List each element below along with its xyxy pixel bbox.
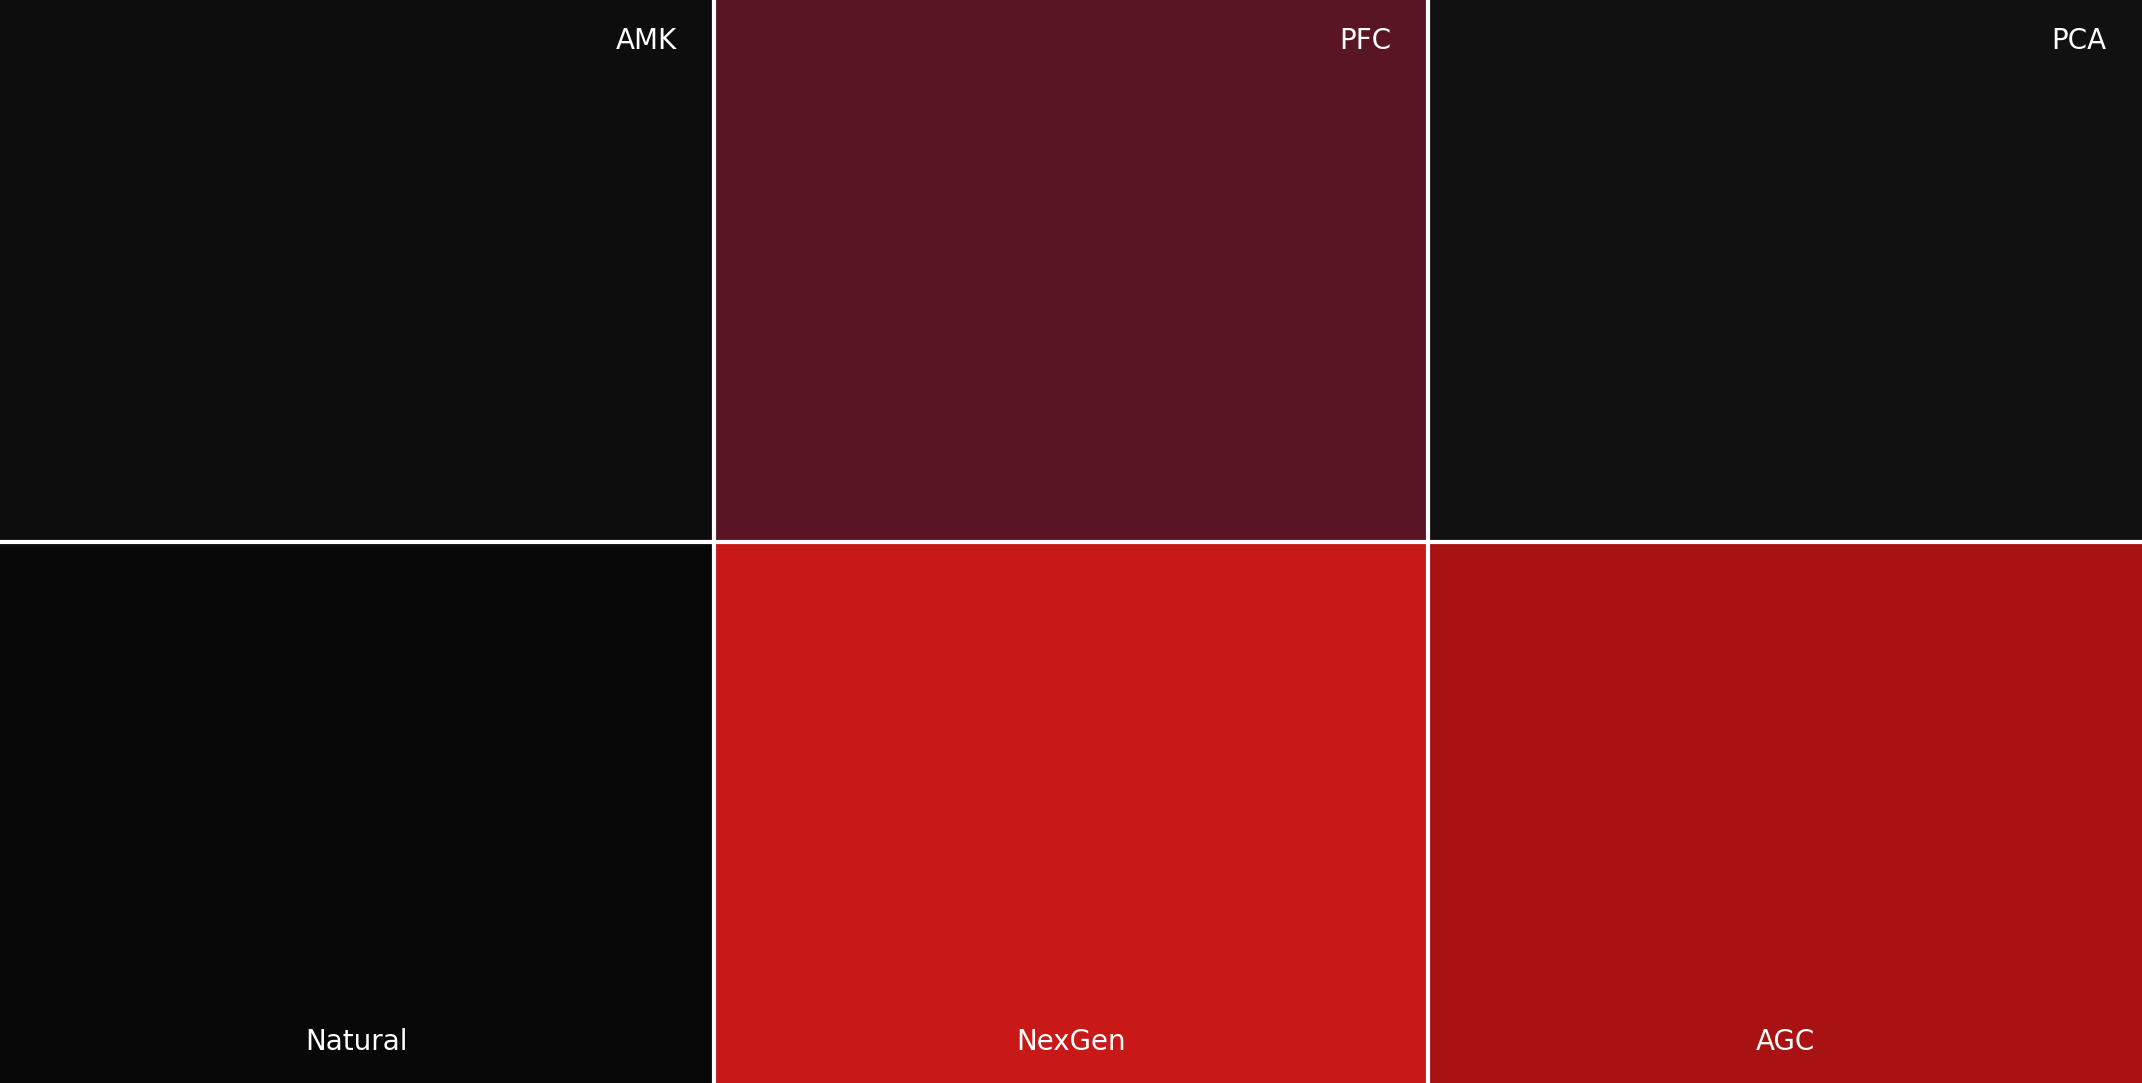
Text: PFC: PFC — [1339, 27, 1392, 55]
Text: AMK: AMK — [615, 27, 677, 55]
Text: NexGen: NexGen — [1015, 1028, 1127, 1056]
Text: PCA: PCA — [2052, 27, 2106, 55]
Text: AGC: AGC — [1756, 1028, 1814, 1056]
Text: Natural: Natural — [304, 1028, 407, 1056]
